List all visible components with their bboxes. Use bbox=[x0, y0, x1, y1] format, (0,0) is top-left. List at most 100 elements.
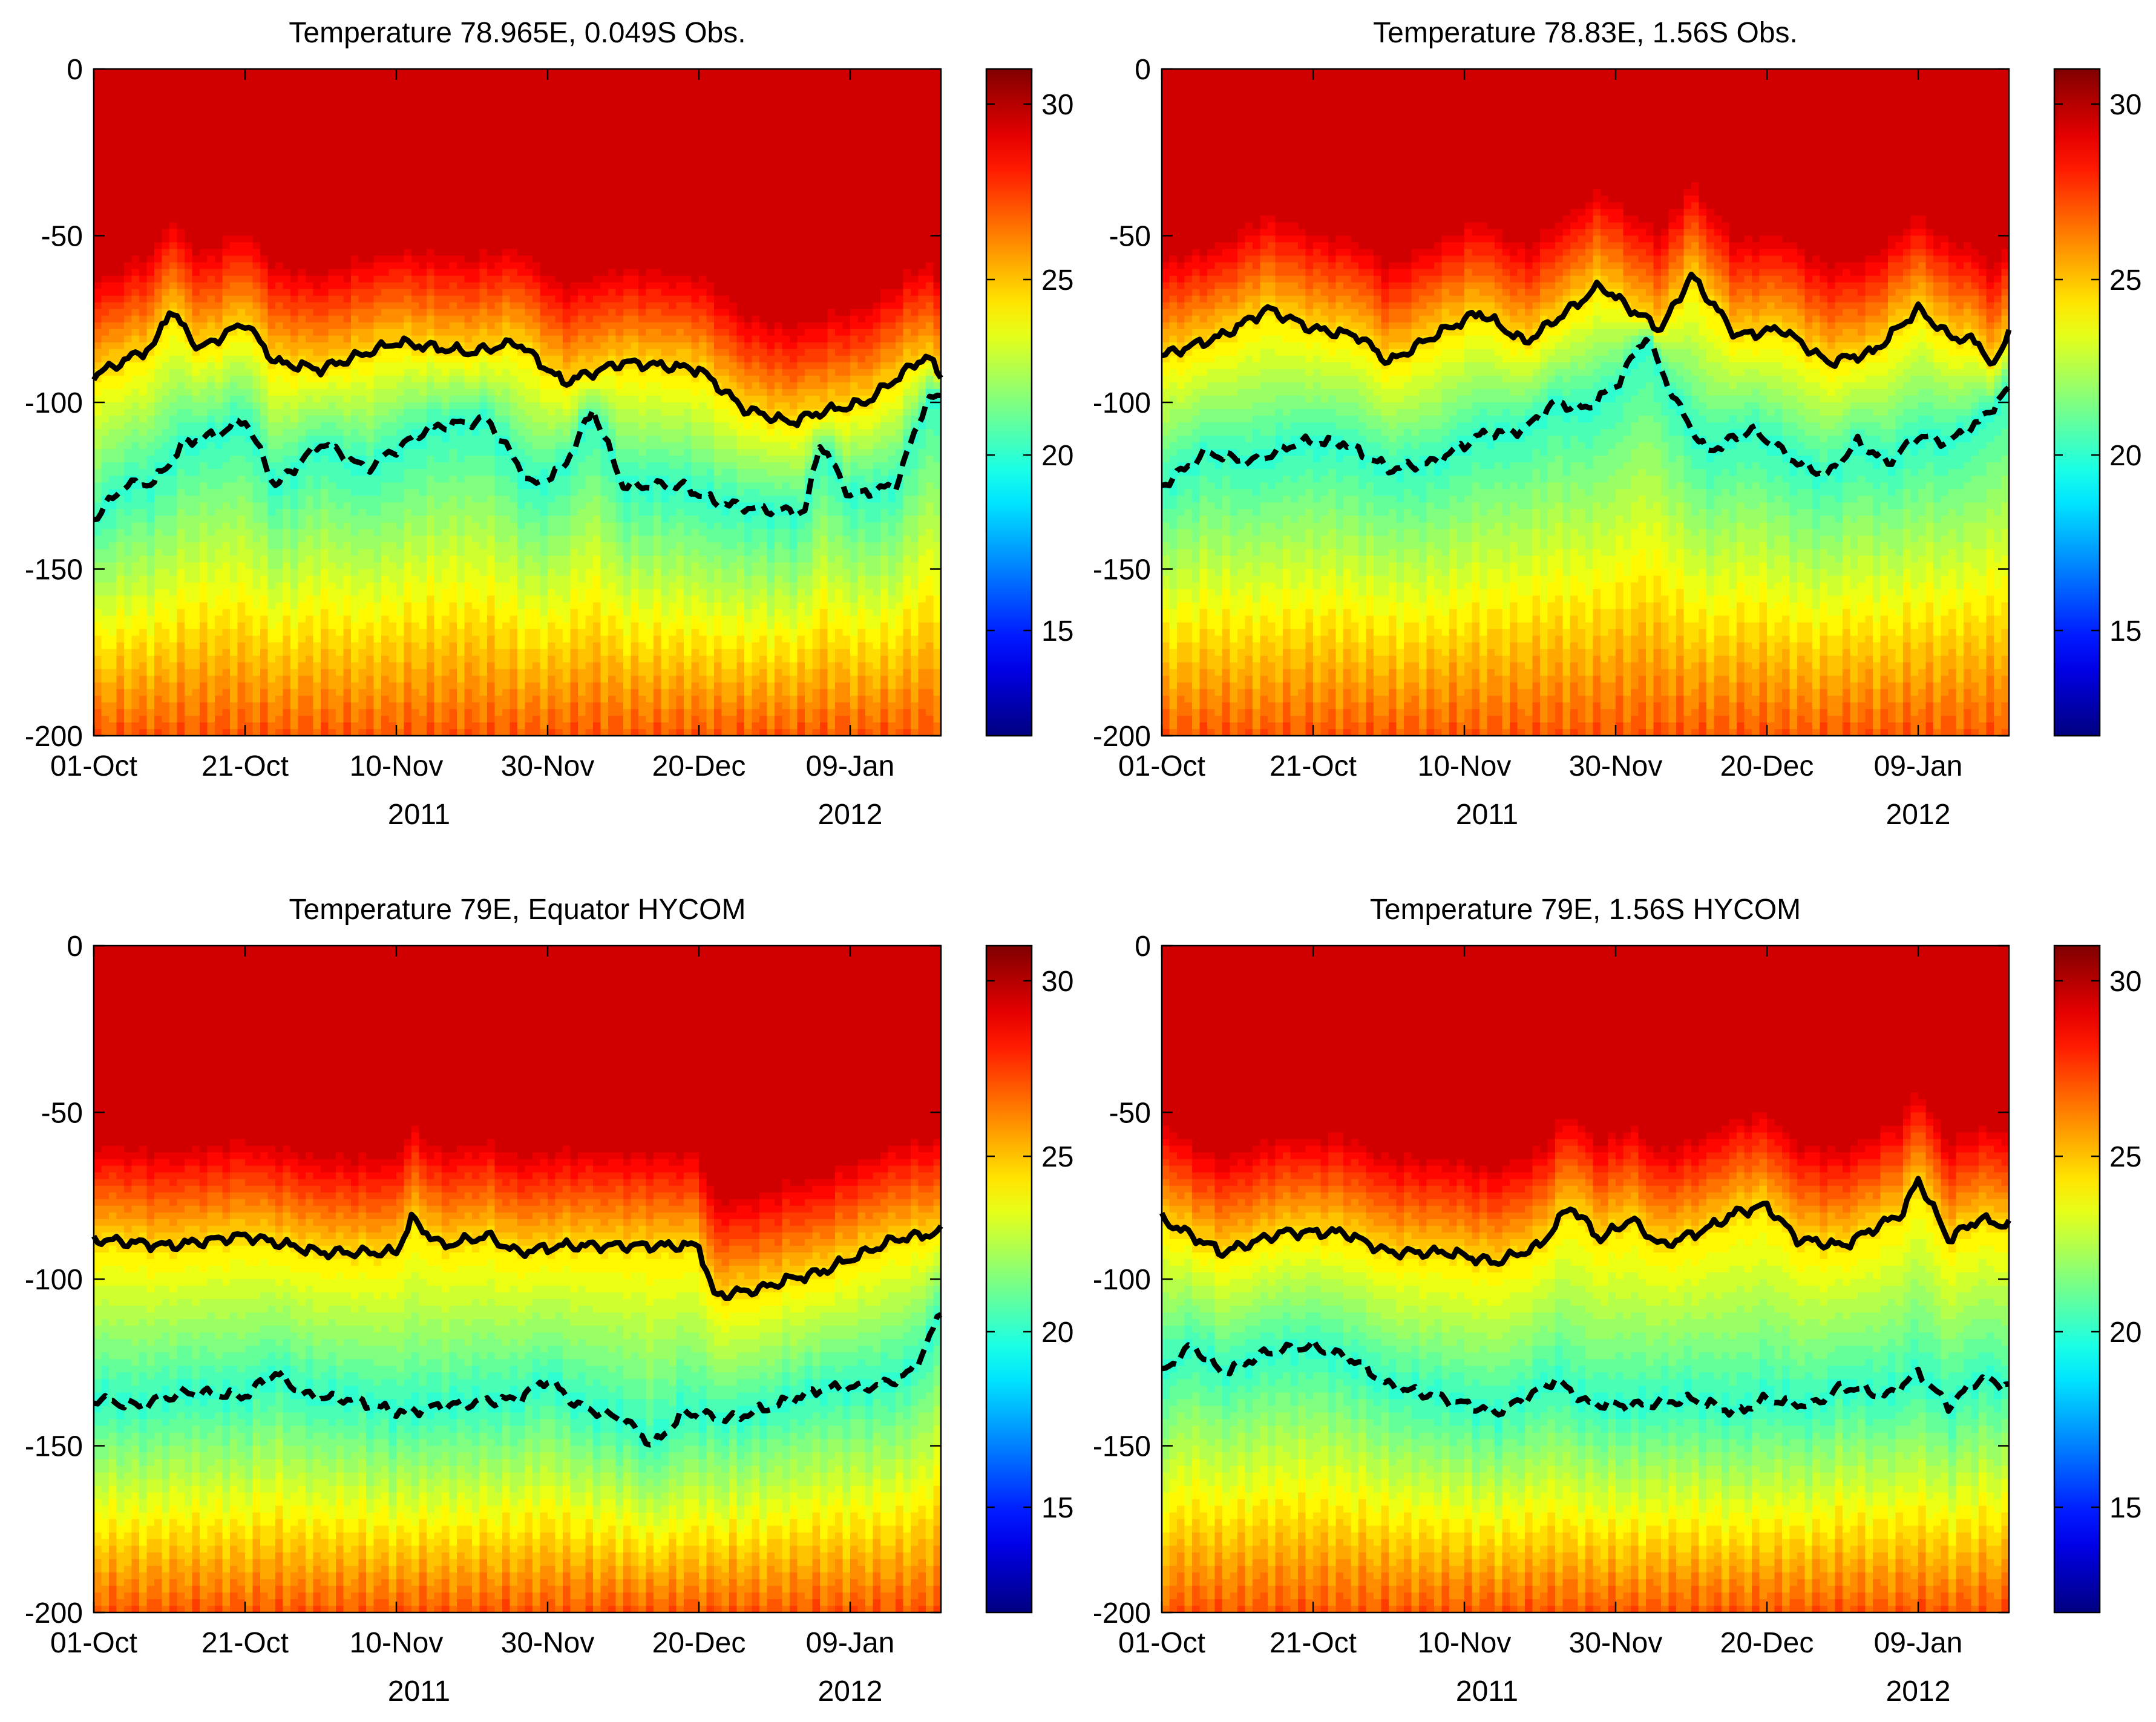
heatmap-cell bbox=[396, 615, 405, 623]
heatmap-cell bbox=[457, 476, 465, 483]
heatmap-cell bbox=[177, 209, 185, 217]
heatmap-cell bbox=[313, 329, 321, 336]
heatmap-cell bbox=[94, 655, 102, 663]
heatmap-cell bbox=[154, 695, 163, 703]
heatmap-cell bbox=[328, 302, 336, 310]
heatmap-cell bbox=[177, 602, 185, 610]
heatmap-cell bbox=[169, 575, 178, 583]
heatmap-cell bbox=[94, 302, 102, 310]
heatmap-cell bbox=[131, 489, 140, 496]
heatmap-cell bbox=[351, 422, 359, 430]
heatmap-cell bbox=[283, 109, 291, 116]
heatmap-cell bbox=[230, 496, 238, 503]
heatmap-cell bbox=[328, 388, 336, 396]
heatmap-cell bbox=[200, 669, 208, 676]
heatmap-cell bbox=[396, 215, 405, 223]
heatmap-cell bbox=[434, 215, 442, 223]
heatmap-cell bbox=[237, 622, 246, 630]
heatmap-cell bbox=[139, 255, 148, 263]
heatmap-cell bbox=[457, 382, 465, 390]
heatmap-cell bbox=[404, 122, 412, 129]
heatmap-cell bbox=[154, 655, 163, 663]
heatmap-cell bbox=[267, 675, 276, 683]
heatmap-cell bbox=[101, 542, 110, 550]
heatmap-cell bbox=[464, 695, 473, 703]
heatmap-cell bbox=[283, 442, 291, 450]
heatmap-cell bbox=[442, 595, 450, 603]
heatmap-cell bbox=[267, 669, 276, 676]
heatmap-cell bbox=[169, 156, 178, 163]
heatmap-cell bbox=[131, 362, 140, 370]
heatmap-cell bbox=[381, 269, 390, 277]
heatmap-cell bbox=[283, 549, 291, 557]
heatmap-cell bbox=[373, 202, 382, 210]
heatmap-cell bbox=[252, 182, 261, 189]
heatmap-cell bbox=[298, 516, 306, 523]
heatmap-cell bbox=[427, 449, 435, 456]
heatmap-cell bbox=[124, 69, 133, 76]
heatmap-cell bbox=[200, 502, 208, 509]
heatmap-cell bbox=[154, 255, 163, 263]
heatmap-cell bbox=[101, 442, 110, 450]
heatmap-cell bbox=[358, 728, 367, 736]
heatmap-cell bbox=[124, 382, 133, 390]
heatmap-cell bbox=[252, 129, 261, 136]
heatmap-cell bbox=[343, 102, 352, 110]
heatmap-cell bbox=[283, 269, 291, 277]
heatmap-cell bbox=[177, 262, 185, 270]
heatmap-cell bbox=[200, 422, 208, 430]
heatmap-cell bbox=[306, 715, 314, 723]
heatmap-cell bbox=[290, 449, 299, 456]
heatmap-cell bbox=[411, 462, 420, 470]
heatmap-cell bbox=[139, 275, 148, 283]
heatmap-cell bbox=[237, 162, 246, 169]
heatmap-cell bbox=[388, 289, 397, 296]
heatmap-cell bbox=[449, 509, 457, 516]
heatmap-cell bbox=[146, 382, 155, 390]
heatmap-cell bbox=[358, 235, 367, 243]
heatmap-cell bbox=[207, 522, 215, 529]
heatmap-cell bbox=[434, 622, 442, 630]
heatmap-cell bbox=[200, 322, 208, 330]
heatmap-cell bbox=[101, 255, 110, 263]
heatmap-cell bbox=[222, 335, 231, 343]
heatmap-cell bbox=[146, 728, 155, 736]
heatmap-cell bbox=[154, 456, 163, 463]
heatmap-cell bbox=[185, 89, 193, 96]
heatmap-cell bbox=[222, 136, 231, 143]
heatmap-cell bbox=[169, 555, 178, 563]
heatmap-cell bbox=[192, 222, 200, 230]
heatmap-cell bbox=[388, 675, 397, 683]
heatmap-cell bbox=[267, 242, 276, 250]
heatmap-cell bbox=[177, 269, 185, 277]
heatmap-cell bbox=[449, 96, 457, 103]
heatmap-cell bbox=[260, 516, 269, 523]
heatmap-cell bbox=[306, 375, 314, 383]
heatmap-cell bbox=[457, 728, 465, 736]
heatmap-cell bbox=[139, 302, 148, 310]
heatmap-cell bbox=[442, 282, 450, 290]
heatmap-cell bbox=[109, 395, 117, 403]
heatmap-cell bbox=[321, 429, 329, 436]
heatmap-cell bbox=[290, 442, 299, 450]
heatmap-cell bbox=[336, 589, 344, 597]
heatmap-cell bbox=[404, 535, 412, 543]
heatmap-cell bbox=[411, 96, 420, 103]
heatmap-cell bbox=[373, 302, 382, 310]
heatmap-cell bbox=[215, 682, 223, 690]
heatmap-cell bbox=[252, 382, 261, 390]
heatmap-cell bbox=[283, 715, 291, 723]
heatmap-cell bbox=[388, 416, 397, 423]
heatmap-cell bbox=[169, 476, 178, 483]
heatmap-cell bbox=[343, 682, 352, 690]
heatmap-cell bbox=[109, 695, 117, 703]
heatmap-cell bbox=[260, 189, 269, 196]
heatmap-cell bbox=[373, 242, 382, 250]
heatmap-cell bbox=[267, 722, 276, 730]
heatmap-cell bbox=[245, 82, 254, 90]
heatmap-cell bbox=[419, 575, 427, 583]
heatmap-cell bbox=[101, 529, 110, 536]
heatmap-cell bbox=[192, 182, 200, 189]
heatmap-cell bbox=[328, 309, 336, 316]
heatmap-cell bbox=[124, 195, 133, 203]
